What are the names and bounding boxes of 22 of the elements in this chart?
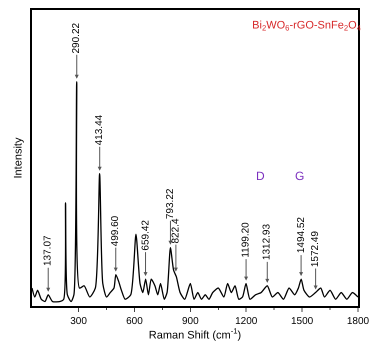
x-tick-label: 900 [182,316,200,327]
x-tick-label: 300 [70,316,88,327]
annotation: 659.42 [140,220,152,251]
annotation: 1572.49 [310,230,322,268]
x-tick-label: 600 [126,316,144,327]
annotation: D [256,169,265,183]
y-axis-title: Intensity [12,137,24,178]
x-tick-label: 1800 [346,316,370,327]
annotation: 793.22 [164,188,176,220]
annotation: 822.4 [170,218,182,244]
annotation: 1494.52 [296,216,307,254]
annotation: G [295,169,304,183]
x-axis-title: Raman Shift (cm$^{-1}$) [148,326,242,342]
annotation: 499.60 [110,215,122,246]
annotation: 137.07 [42,234,54,266]
annotation: 1199.20 [240,222,252,258]
x-tick-label: 1200 [235,316,258,327]
annotation: 1312.93 [261,224,272,260]
chart-title: Bi$_{2}$WO$_{6}$-rGO-SnFe$_{2}$O$_{4}$ [252,19,362,33]
x-tick-label: 1500 [290,316,314,327]
annotation: 290.22 [70,22,82,54]
annotation: 413.44 [94,114,105,146]
